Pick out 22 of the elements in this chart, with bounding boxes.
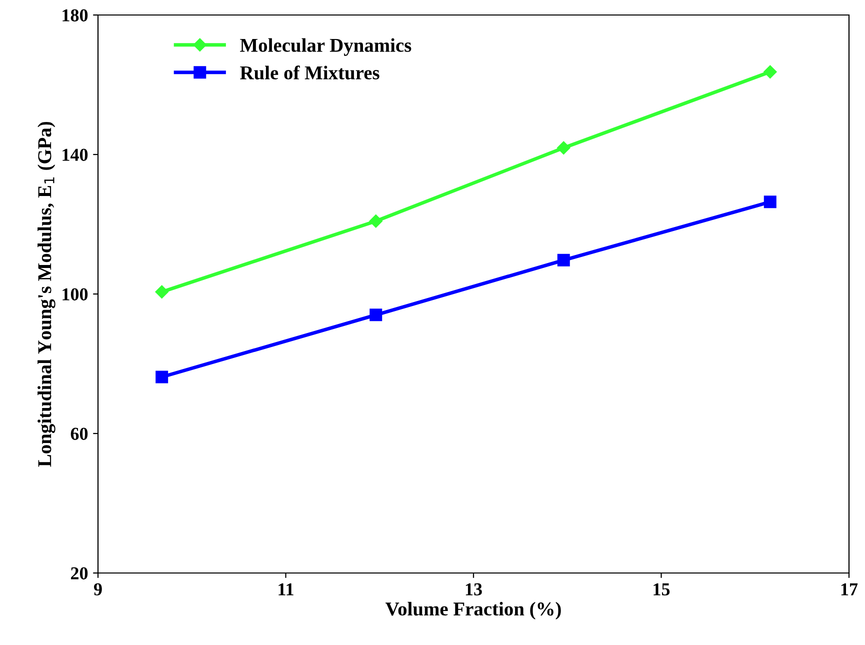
x-axis-title: Volume Fraction (%): [386, 602, 561, 620]
point: [764, 196, 776, 208]
y-tick-label: 100: [62, 288, 88, 300]
y-tick-label: 140: [62, 148, 88, 161]
x-tick-label: 13: [466, 583, 482, 596]
point: [764, 65, 777, 78]
point: [370, 308, 382, 322]
y-tick-label: 60: [70, 428, 88, 440]
point: [557, 141, 570, 154]
point: [369, 214, 382, 228]
x-tick-label: 17: [841, 583, 858, 596]
y-axis-title: Longitudinal Young's Modulus, E$_{1}$ (GPa): [38, 122, 56, 467]
x-tick-label: 11: [278, 583, 294, 596]
point: [155, 285, 168, 298]
legend-label: Molecular Dynamics: [240, 38, 412, 56]
x-tick-label: 9: [94, 583, 102, 596]
y-tick-label: 20: [70, 567, 88, 580]
x-tick-label: 15: [654, 583, 670, 596]
point: [557, 254, 570, 266]
legend-label: Rule of Mixtures: [240, 66, 380, 80]
point: [156, 370, 168, 384]
y-tick-label: 180: [62, 9, 88, 22]
